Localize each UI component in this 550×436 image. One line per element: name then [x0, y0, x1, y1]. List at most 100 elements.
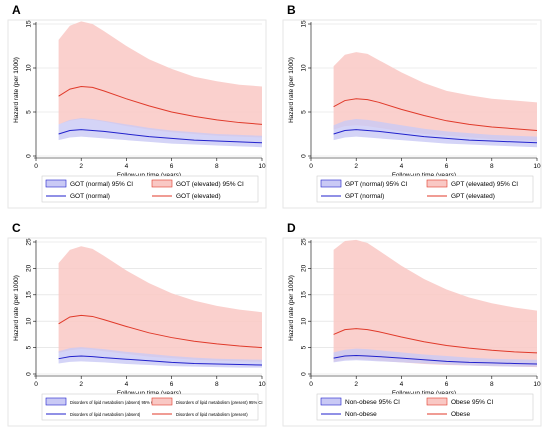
y-tick-label: 15	[301, 291, 308, 299]
y-tick-label: 25	[301, 238, 308, 246]
legend-swatch-ci	[320, 397, 342, 406]
panel-letter: D	[287, 221, 296, 235]
x-tick-label: 10	[258, 163, 266, 170]
series-line-normal	[333, 355, 538, 365]
x-tick-label: 10	[258, 381, 266, 388]
legend-entry: GPT (elevated) 95% CI	[451, 181, 518, 188]
series-line-normal	[333, 129, 538, 144]
legend-swatch-ci	[320, 179, 342, 188]
y-tick-label: 5	[26, 345, 33, 349]
legend-entry: Obese 95% CI	[451, 399, 493, 406]
legend: GOT (normal) 95% CI GOT (elevated) 95% CI…	[41, 175, 259, 203]
legend-entry: GOT (normal) 95% CI	[70, 181, 133, 188]
panel-c: C 0 5 10 15 20 25 0 2 4 6 8 10 Follow-up time (years)…	[7, 221, 267, 427]
x-tick-label: 6	[170, 381, 174, 388]
x-axis-title: Follow-up time (years)	[117, 172, 181, 179]
panel-a: A 0 5 10 15 0 2 4 6 8 10 Follow-up time (years) Haza…	[7, 3, 267, 209]
legend-entry: Disorders of lipid metabolism (present) …	[176, 400, 263, 405]
y-tick-label: 15	[26, 20, 33, 28]
y-tick-label: 20	[301, 264, 308, 272]
legend-swatch-ci	[45, 179, 67, 188]
legend-entry: GOT (elevated) 95% CI	[176, 181, 244, 188]
legend-entry: Non-obese	[345, 411, 377, 418]
y-tick-label: 10	[26, 317, 33, 325]
y-tick-label: 0	[301, 154, 308, 158]
panel-b: B 0 5 10 15 0 2 4 6 8 10 Follow-up time (years) Haza…	[282, 3, 542, 209]
x-tick-label: 8	[490, 163, 494, 170]
x-tick-label: 0	[309, 163, 313, 170]
x-tick-label: 8	[215, 381, 219, 388]
legend-swatch-ci	[45, 397, 67, 406]
legend-entry: GPT (normal)	[345, 193, 384, 200]
legend-box	[316, 393, 534, 421]
x-tick-label: 4	[400, 381, 404, 388]
x-axis-title: Follow-up time (years)	[392, 172, 456, 179]
x-tick-label: 6	[445, 163, 449, 170]
y-axis-title: Hazard rate (per 1000)	[13, 57, 20, 123]
legend: Disorders of lipid metabolism (absent) 9…	[41, 393, 263, 421]
legend-entry: Non-obese 95% CI	[345, 399, 400, 406]
legend-entry: GPT (elevated)	[451, 193, 495, 200]
series-line-elevated	[58, 314, 263, 349]
ci-band-elevated	[58, 246, 262, 362]
legend-entry: Disorders of lipid metabolism (absent) 9…	[70, 400, 155, 405]
y-tick-label: 10	[301, 317, 308, 325]
y-tick-label: 20	[26, 264, 33, 272]
x-tick-label: 2	[79, 381, 83, 388]
x-tick-label: 4	[400, 163, 404, 170]
x-tick-label: 6	[170, 163, 174, 170]
x-tick-label: 2	[354, 381, 358, 388]
legend-swatch-ci	[426, 397, 448, 406]
legend-entry: GOT (normal)	[70, 193, 110, 200]
series-line-normal	[58, 129, 263, 144]
legend-swatch-ci	[426, 179, 448, 188]
legend: GPT (normal) 95% CI GPT (elevated) 95% CI…	[316, 175, 534, 203]
ci-band-elevated	[333, 239, 537, 368]
y-tick-label: 5	[301, 345, 308, 349]
series-line-elevated	[333, 98, 538, 131]
ci-band-elevated	[333, 52, 537, 142]
legend-entry: Disorders of lipid metabolism (absent)	[70, 412, 141, 417]
y-tick-label: 15	[301, 20, 308, 28]
series-line-elevated	[333, 328, 538, 354]
panel-letter: C	[12, 221, 21, 235]
legend-swatch-ci	[151, 179, 173, 188]
y-tick-label: 10	[26, 64, 33, 72]
y-tick-label: 5	[26, 110, 33, 114]
x-tick-label: 0	[309, 381, 313, 388]
panel-d: D 0 5 10 15 20 25 0 2 4 6 8 10 Follow-up time (years)…	[282, 221, 542, 427]
legend-box	[316, 175, 534, 203]
y-tick-label: 0	[301, 372, 308, 376]
y-tick-label: 15	[26, 291, 33, 299]
y-tick-label: 0	[26, 372, 33, 376]
x-tick-label: 4	[125, 163, 129, 170]
ci-band-normal	[58, 347, 262, 368]
y-tick-label: 0	[26, 154, 33, 158]
legend-entry: GOT (elevated)	[176, 193, 221, 200]
panel-letter: B	[287, 3, 296, 17]
y-axis-title: Hazard rate (per 1000)	[288, 57, 295, 123]
legend-entry: GPT (normal) 95% CI	[345, 181, 408, 188]
x-tick-label: 4	[125, 381, 129, 388]
x-tick-label: 10	[533, 381, 541, 388]
legend-box	[41, 175, 259, 203]
ci-band-normal	[58, 118, 262, 148]
x-axis-title: Follow-up time (years)	[117, 390, 181, 397]
series-line-normal	[58, 355, 263, 366]
legend-swatch-ci	[151, 397, 173, 406]
ci-band-elevated	[58, 21, 262, 138]
y-tick-label: 5	[301, 110, 308, 114]
legend-entry: Obese	[451, 411, 471, 418]
legend-box	[41, 393, 259, 421]
ci-band-normal	[333, 348, 537, 367]
x-tick-label: 0	[34, 381, 38, 388]
series-line-elevated	[58, 85, 263, 125]
y-tick-label: 25	[26, 238, 33, 246]
y-axis-title: Hazard rate (per 1000)	[288, 275, 295, 341]
x-tick-label: 10	[533, 163, 541, 170]
y-tick-label: 10	[301, 64, 308, 72]
x-tick-label: 2	[354, 163, 358, 170]
x-tick-label: 0	[34, 163, 38, 170]
x-tick-label: 6	[445, 381, 449, 388]
